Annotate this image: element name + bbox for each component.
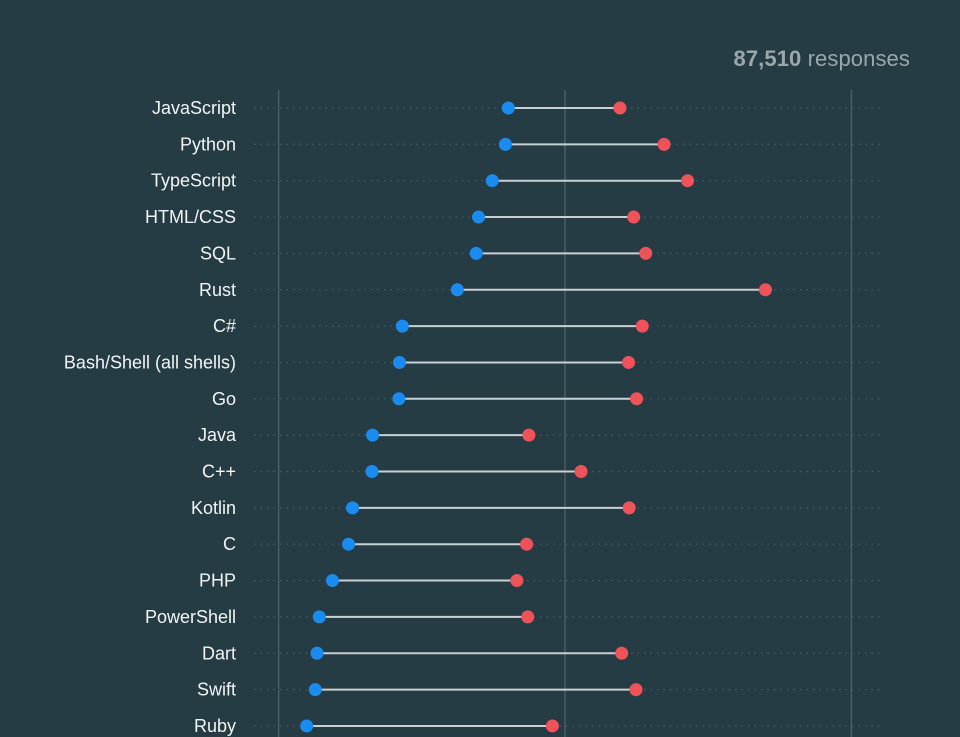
red-point-rust [758,283,772,297]
red-point-kotlin [622,501,636,515]
blue-point-java [366,428,380,442]
category-label-powershell: PowerShell [145,607,236,627]
red-point-dart [615,646,629,660]
blue-point-powershell [312,610,326,624]
blue-point-python [498,137,512,151]
category-label-dart: Dart [202,643,236,663]
response-count-number: 87,510 [733,46,802,71]
category-label-kotlin: Kotlin [191,498,236,518]
red-point-java [522,428,536,442]
category-label-c: C# [213,316,236,336]
red-point-typescript [681,174,695,188]
blue-point-c [395,319,409,333]
category-label-swift: Swift [197,680,236,700]
red-point-c [635,319,649,333]
red-point-php [510,574,524,588]
blue-point-ruby [300,719,314,733]
red-point-python [657,137,671,151]
red-point-javascript [613,101,627,115]
blue-point-c [342,537,356,551]
red-point-sql [639,246,653,260]
blue-point-javascript [501,101,515,115]
category-label-go: Go [212,389,236,409]
category-label-javascript: JavaScript [152,98,236,118]
red-point-swift [629,683,643,697]
blue-point-html-css [472,210,486,224]
red-point-c [520,537,534,551]
red-point-go [630,392,644,406]
category-label-bash-shell-all-shells: Bash/Shell (all shells) [64,352,236,372]
blue-point-bash-shell-all-shells [392,355,406,369]
category-label-ruby: Ruby [194,716,236,736]
category-label-html-css: HTML/CSS [145,207,236,227]
blue-point-typescript [485,174,499,188]
category-label-typescript: TypeScript [151,171,236,191]
blue-point-kotlin [346,501,360,515]
category-label-python: Python [180,134,236,154]
blue-point-rust [450,283,464,297]
blue-point-swift [308,683,322,697]
category-label-java: Java [198,425,237,445]
category-label-c: C [223,534,236,554]
blue-point-go [392,392,406,406]
category-label-c: C++ [202,462,236,482]
red-point-bash-shell-all-shells [622,355,636,369]
red-point-html-css [627,210,641,224]
category-label-sql: SQL [200,243,236,263]
blue-point-dart [310,646,324,660]
response-count-label: responses [807,46,910,71]
red-point-ruby [545,719,559,733]
category-label-rust: Rust [199,280,236,300]
response-count-text: 87,510 responses [733,46,910,72]
blue-point-php [325,574,339,588]
blue-point-sql [469,246,483,260]
red-point-powershell [521,610,535,624]
red-point-c [574,465,588,478]
blue-point-c [365,465,379,478]
category-label-php: PHP [199,571,236,591]
